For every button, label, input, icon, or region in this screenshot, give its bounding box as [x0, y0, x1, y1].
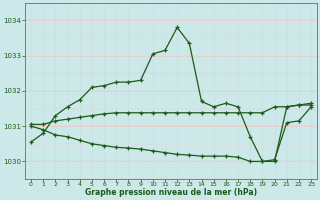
X-axis label: Graphe pression niveau de la mer (hPa): Graphe pression niveau de la mer (hPa) — [85, 188, 257, 197]
